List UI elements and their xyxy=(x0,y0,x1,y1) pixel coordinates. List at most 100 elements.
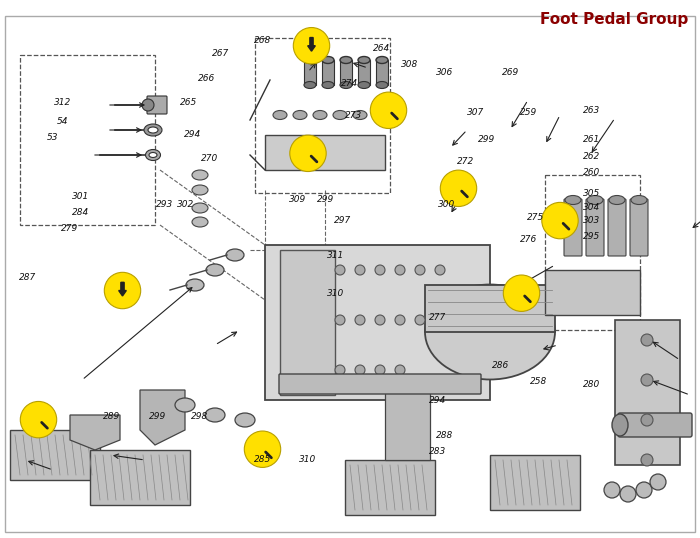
Ellipse shape xyxy=(340,81,352,88)
Ellipse shape xyxy=(322,56,334,63)
Ellipse shape xyxy=(609,195,625,204)
Circle shape xyxy=(290,135,326,172)
Circle shape xyxy=(440,170,477,207)
Ellipse shape xyxy=(333,110,347,119)
FancyBboxPatch shape xyxy=(545,270,640,315)
Ellipse shape xyxy=(293,110,307,119)
Ellipse shape xyxy=(205,408,225,422)
FancyBboxPatch shape xyxy=(279,374,481,394)
Text: 312: 312 xyxy=(55,98,71,107)
Circle shape xyxy=(375,365,385,375)
Bar xyxy=(20,55,155,225)
Circle shape xyxy=(415,315,425,325)
Text: 298: 298 xyxy=(191,413,208,421)
Polygon shape xyxy=(70,415,120,450)
Ellipse shape xyxy=(235,413,255,427)
Text: 267: 267 xyxy=(212,49,229,58)
Circle shape xyxy=(415,265,425,275)
Polygon shape xyxy=(140,390,185,445)
Circle shape xyxy=(335,365,345,375)
Ellipse shape xyxy=(358,56,370,63)
Polygon shape xyxy=(490,455,580,510)
Bar xyxy=(255,38,390,193)
Bar xyxy=(304,60,316,85)
Circle shape xyxy=(604,482,620,498)
Ellipse shape xyxy=(340,56,352,63)
Text: 289: 289 xyxy=(104,413,120,421)
Circle shape xyxy=(104,272,141,309)
Text: 311: 311 xyxy=(328,251,344,260)
Circle shape xyxy=(335,265,345,275)
Text: 306: 306 xyxy=(436,68,453,77)
Bar xyxy=(545,175,640,330)
Circle shape xyxy=(335,315,345,325)
Text: 266: 266 xyxy=(198,74,215,82)
Ellipse shape xyxy=(313,110,327,119)
Ellipse shape xyxy=(226,249,244,261)
Circle shape xyxy=(395,365,405,375)
Text: 308: 308 xyxy=(401,60,418,69)
Circle shape xyxy=(375,315,385,325)
FancyBboxPatch shape xyxy=(385,390,430,460)
Circle shape xyxy=(435,265,445,275)
Ellipse shape xyxy=(353,110,367,119)
Text: 273: 273 xyxy=(345,111,362,120)
Text: Foot Pedal Group: Foot Pedal Group xyxy=(540,12,688,27)
Text: 307: 307 xyxy=(468,109,484,117)
Ellipse shape xyxy=(304,56,316,63)
Circle shape xyxy=(542,202,578,239)
Circle shape xyxy=(355,315,365,325)
Circle shape xyxy=(395,315,405,325)
Ellipse shape xyxy=(565,195,581,204)
Circle shape xyxy=(375,265,385,275)
Circle shape xyxy=(650,474,666,490)
Bar xyxy=(340,60,352,85)
Text: 54: 54 xyxy=(57,117,69,125)
Text: 261: 261 xyxy=(583,136,600,144)
Text: 276: 276 xyxy=(520,235,537,244)
Text: 309: 309 xyxy=(289,195,306,203)
FancyBboxPatch shape xyxy=(265,135,385,170)
FancyArrow shape xyxy=(119,282,126,296)
Circle shape xyxy=(395,265,405,275)
Polygon shape xyxy=(345,460,435,515)
Circle shape xyxy=(20,401,57,438)
Ellipse shape xyxy=(273,110,287,119)
Ellipse shape xyxy=(587,195,603,204)
Circle shape xyxy=(293,27,330,64)
Text: 299: 299 xyxy=(478,136,495,144)
Circle shape xyxy=(142,99,154,111)
Ellipse shape xyxy=(149,152,157,158)
Ellipse shape xyxy=(376,81,388,88)
Circle shape xyxy=(355,365,365,375)
FancyBboxPatch shape xyxy=(265,245,490,400)
Ellipse shape xyxy=(175,398,195,412)
Text: 297: 297 xyxy=(335,216,351,225)
Text: 280: 280 xyxy=(583,380,600,389)
Text: 284: 284 xyxy=(72,208,89,217)
Ellipse shape xyxy=(376,56,388,63)
Ellipse shape xyxy=(425,285,555,379)
FancyBboxPatch shape xyxy=(586,199,604,256)
Text: 279: 279 xyxy=(62,224,78,233)
Text: 275: 275 xyxy=(527,214,544,222)
Text: 264: 264 xyxy=(373,44,390,53)
Text: 265: 265 xyxy=(181,98,197,107)
Ellipse shape xyxy=(192,217,208,227)
Text: 258: 258 xyxy=(531,378,547,386)
Text: 286: 286 xyxy=(492,362,509,370)
Polygon shape xyxy=(10,430,100,480)
Ellipse shape xyxy=(322,81,334,88)
Text: 260: 260 xyxy=(583,168,600,176)
Text: 301: 301 xyxy=(72,192,89,201)
Ellipse shape xyxy=(144,124,162,136)
Ellipse shape xyxy=(192,170,208,180)
Text: 295: 295 xyxy=(583,232,600,241)
Text: 263: 263 xyxy=(583,106,600,115)
FancyBboxPatch shape xyxy=(630,199,648,256)
Text: 302: 302 xyxy=(177,200,194,209)
Polygon shape xyxy=(90,450,190,505)
Text: 274: 274 xyxy=(342,79,358,88)
Text: 277: 277 xyxy=(429,313,446,322)
Text: 283: 283 xyxy=(429,448,446,456)
